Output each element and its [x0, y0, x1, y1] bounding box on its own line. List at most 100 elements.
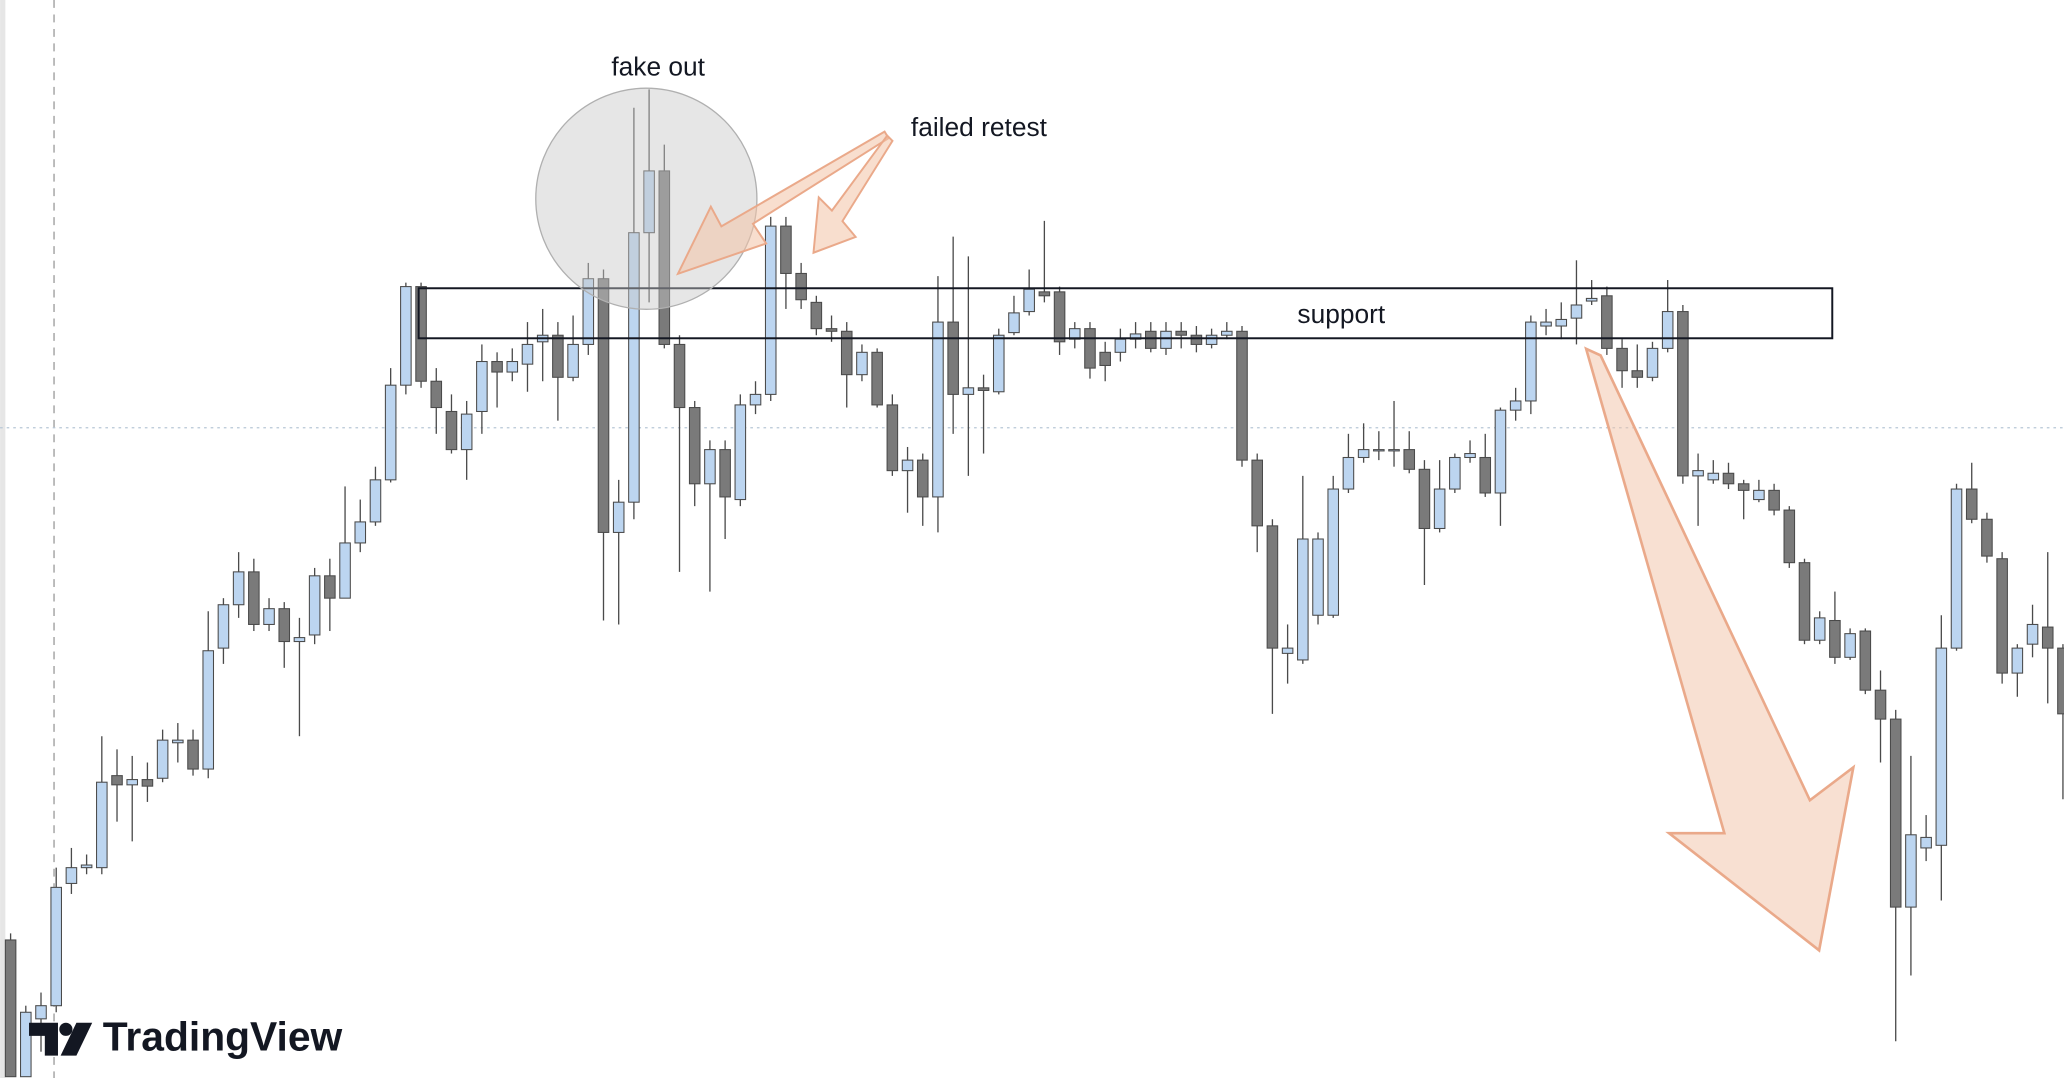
candle-body	[1981, 518, 1993, 557]
candle-body	[764, 225, 777, 395]
candle-body	[1327, 488, 1340, 616]
logo-icon	[60, 1022, 93, 1056]
down-arrow	[1584, 346, 1856, 953]
annotation-fake-out: fake out	[611, 51, 705, 81]
candle-body	[2057, 647, 2064, 715]
candle-body	[1570, 304, 1583, 319]
candle-body	[962, 387, 975, 395]
candle-body	[825, 328, 838, 332]
candle-body	[1144, 330, 1157, 349]
candle-body	[688, 407, 701, 485]
candle-body	[1661, 311, 1674, 349]
candle-body	[1768, 489, 1780, 511]
candle-body	[460, 413, 473, 451]
candle-body	[2026, 623, 2039, 645]
candle-body	[1692, 470, 1704, 477]
candle-body	[1403, 449, 1416, 470]
watermark: TradingView	[103, 1014, 343, 1060]
candle-body	[217, 604, 230, 649]
candle-body	[947, 321, 959, 395]
candle-body	[704, 449, 716, 485]
candle-body	[278, 608, 291, 643]
candle-body	[172, 739, 184, 744]
candle-body	[430, 380, 443, 409]
candle-body	[1616, 347, 1628, 372]
retest-arrow	[675, 130, 890, 276]
candles	[4, 89, 2064, 1078]
candle-body	[795, 272, 807, 301]
annotation-failed-retest: failed retest	[911, 112, 1048, 142]
candle-body	[673, 343, 686, 409]
candle-body	[293, 637, 306, 643]
candle-body	[2011, 647, 2024, 674]
candle-body	[1038, 291, 1051, 297]
candle-body	[1905, 834, 1917, 908]
candle-body	[1266, 525, 1279, 649]
candle-body	[1707, 472, 1720, 481]
candle-body	[1844, 633, 1856, 658]
candle-body	[1023, 288, 1035, 313]
candle-body	[582, 278, 595, 345]
candle-body	[1175, 330, 1187, 336]
retest-arrow	[812, 134, 894, 255]
candle-body	[1646, 347, 1659, 378]
candle-body	[1965, 488, 1978, 520]
candle-body	[1099, 351, 1111, 366]
candle-body	[1509, 400, 1522, 411]
candle-body	[780, 225, 792, 274]
candle-body	[1859, 630, 1872, 691]
annotation-support: support	[1297, 299, 1385, 329]
candle-body	[1753, 489, 1765, 501]
candle-body	[126, 779, 139, 786]
candle-body	[1601, 295, 1613, 349]
candle-body	[1008, 312, 1020, 334]
candle-body	[1114, 338, 1127, 353]
candle-body	[415, 286, 427, 382]
candle-body	[597, 278, 610, 533]
candle-body	[643, 170, 655, 234]
candle-body	[932, 321, 944, 498]
candle-body	[1418, 468, 1431, 530]
candle-body	[1388, 449, 1400, 452]
candle-body	[1479, 456, 1492, 494]
candle-body	[1281, 647, 1294, 654]
candle-body	[612, 501, 625, 533]
candle-body	[96, 781, 108, 869]
candle-body	[1783, 509, 1796, 564]
candle-body	[369, 479, 382, 523]
candle-body	[1555, 318, 1568, 327]
candle-body	[248, 571, 260, 625]
candle-body	[1585, 297, 1598, 302]
candle-body	[1525, 321, 1537, 402]
candle-body	[810, 301, 823, 330]
candle-body	[521, 343, 534, 365]
candle-body	[901, 459, 914, 472]
candle-body	[354, 521, 367, 544]
candle-body	[1297, 538, 1309, 661]
candle-body	[35, 1005, 47, 1020]
support-zone	[417, 287, 1834, 340]
candle-body	[1874, 689, 1887, 720]
candle-body	[1084, 328, 1096, 369]
candle-body	[1160, 330, 1172, 349]
candle-body	[1205, 334, 1218, 345]
candle-body	[734, 404, 747, 501]
candle-body	[1540, 321, 1552, 327]
candle-body	[1798, 562, 1811, 641]
candle-body	[65, 867, 78, 884]
candle-body	[1813, 617, 1826, 641]
candle-body	[1449, 456, 1461, 490]
candle-body	[992, 334, 1005, 393]
candle-body	[1221, 330, 1233, 336]
candle-body	[1312, 538, 1324, 616]
candle-body	[141, 779, 154, 787]
candle-body	[1920, 836, 1932, 849]
candle-body	[840, 330, 853, 376]
candle-body	[719, 449, 731, 498]
candle-body	[628, 232, 640, 503]
candle-body	[658, 170, 671, 345]
candle-body	[1889, 718, 1902, 908]
candle-body	[1996, 558, 2008, 674]
candle-body	[1737, 483, 1750, 491]
